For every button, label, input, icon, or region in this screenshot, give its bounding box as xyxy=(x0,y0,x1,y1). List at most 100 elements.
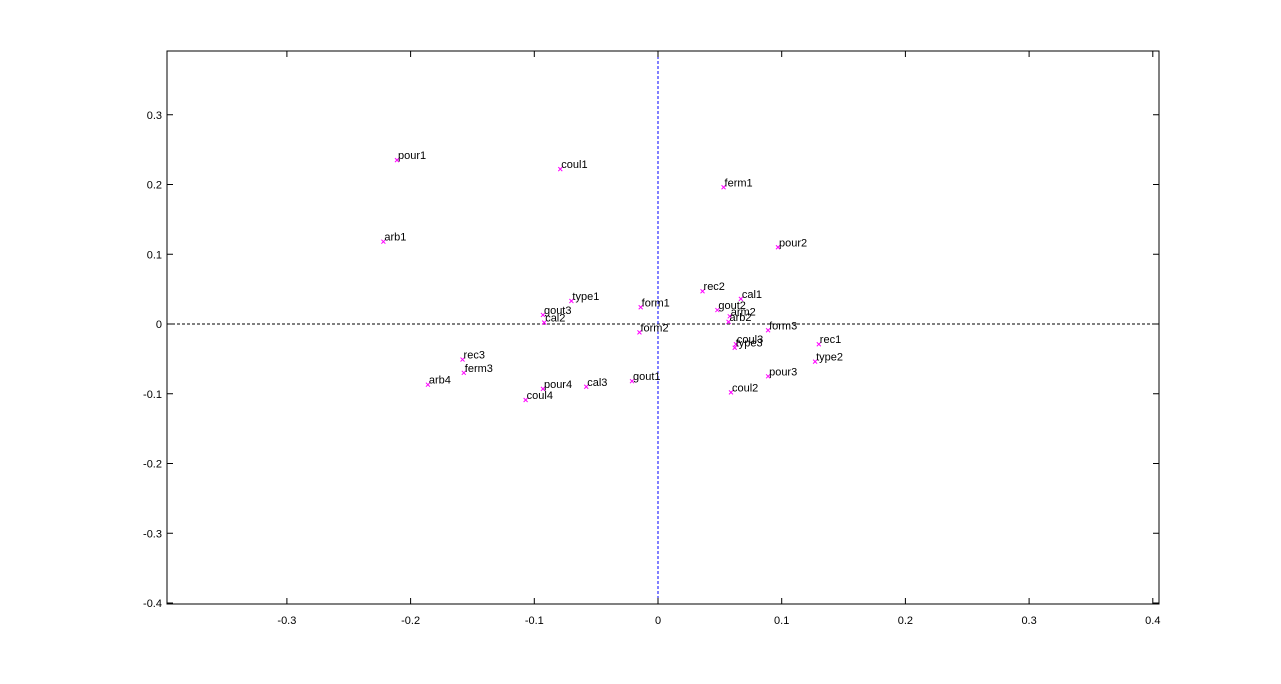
y-tick-label: -0.1 xyxy=(143,389,162,401)
point-label: pour1 xyxy=(398,150,426,162)
point-marker xyxy=(557,166,563,172)
point-marker xyxy=(733,341,739,347)
x-axis-ticks: -0.3 -0.2 -0.1 0 0.1 0.2 0.3 0.4 xyxy=(277,51,1160,627)
data-point: gout2 xyxy=(715,300,746,313)
y-tick-label: 0.3 xyxy=(147,110,162,122)
x-tick-label: 0.2 xyxy=(898,615,913,627)
data-point: form3 xyxy=(765,320,797,333)
data-point: coul1 xyxy=(557,159,588,172)
data-point: type3 xyxy=(732,338,763,351)
point-marker xyxy=(629,378,635,384)
point-marker xyxy=(738,296,744,302)
point-label: type2 xyxy=(816,352,843,364)
x-tick-label: -0.2 xyxy=(401,615,420,627)
point-marker xyxy=(700,288,705,294)
point-label: form2 xyxy=(640,322,668,334)
x-tick-label: 0.1 xyxy=(774,615,789,627)
point-label: form1 xyxy=(642,297,670,309)
data-point: rec2 xyxy=(700,281,725,294)
data-point: arb1 xyxy=(381,232,406,245)
point-label: coul1 xyxy=(561,159,587,171)
point-label: coul2 xyxy=(732,382,758,394)
data-point: cal1 xyxy=(738,289,762,302)
y-tick-label: 0.1 xyxy=(147,249,162,261)
point-marker xyxy=(728,390,734,395)
point-label: arb1 xyxy=(384,232,406,244)
point-marker xyxy=(812,359,818,365)
y-tick-label: 0.2 xyxy=(147,180,162,192)
data-point: coul2 xyxy=(728,382,758,395)
data-point: arb2 xyxy=(726,312,752,325)
point-label: coul4 xyxy=(527,390,553,402)
y-tick-label: -0.2 xyxy=(143,459,162,471)
data-point: gout3 xyxy=(540,305,572,318)
data-point: cal2 xyxy=(541,313,565,325)
point-marker xyxy=(638,304,644,310)
axes-frame xyxy=(166,50,1160,605)
point-marker xyxy=(523,397,528,403)
x-tick-label: 0.4 xyxy=(1145,615,1160,627)
data-point: pour1 xyxy=(394,150,426,163)
point-label: ferm1 xyxy=(725,177,753,189)
data-point: form1 xyxy=(638,297,670,310)
point-label: cal3 xyxy=(587,377,607,389)
point-marker xyxy=(816,341,822,347)
point-label: type3 xyxy=(736,338,763,350)
point-label: gout1 xyxy=(633,371,661,383)
data-point: coul3 xyxy=(733,334,763,347)
point-label: form3 xyxy=(769,320,797,332)
data-point: pour2 xyxy=(775,237,807,250)
x-tick-label: 0 xyxy=(655,615,661,627)
data-point: type1 xyxy=(569,291,599,304)
data-point: rec1 xyxy=(816,334,841,347)
point-marker xyxy=(460,357,465,362)
point-label: rec3 xyxy=(464,350,485,362)
point-marker xyxy=(461,370,467,376)
data-point: coul4 xyxy=(523,390,553,403)
point-label: arb2 xyxy=(730,312,752,324)
point-label: rec2 xyxy=(704,281,725,293)
data-point: rec3 xyxy=(460,350,485,362)
point-label: type1 xyxy=(572,291,599,303)
point-marker xyxy=(540,386,546,392)
y-axis-ticks: -0.4 -0.3 -0.2 -0.1 0 0.1 0.2 0.3 xyxy=(143,110,1159,610)
point-label: pour4 xyxy=(544,379,572,391)
point-marker xyxy=(726,319,731,325)
point-label: pour3 xyxy=(769,366,797,378)
point-marker xyxy=(381,239,386,245)
data-points: pour1 coul1 ferm1 arb1 pour2 rec2 cal1 type1 for… xyxy=(381,150,843,403)
data-point: pour3 xyxy=(765,366,797,379)
x-tick-label: -0.3 xyxy=(277,615,296,627)
x-tick-label: 0.3 xyxy=(1021,615,1036,627)
x-tick-label: -0.1 xyxy=(525,615,544,627)
data-point: type2 xyxy=(812,352,843,365)
point-marker xyxy=(425,382,431,388)
point-label: cal2 xyxy=(545,313,565,325)
y-tick-label: -0.3 xyxy=(143,528,162,540)
point-marker xyxy=(583,384,589,390)
data-point: ferm3 xyxy=(461,363,493,376)
data-point: ferm1 xyxy=(721,177,753,190)
point-marker xyxy=(775,244,781,250)
point-marker xyxy=(637,330,642,335)
point-marker xyxy=(727,313,733,319)
point-label: arb4 xyxy=(429,375,451,387)
point-label: ferm3 xyxy=(465,363,493,375)
point-marker xyxy=(541,320,547,325)
point-label: gout3 xyxy=(544,305,572,317)
data-point: arm2 xyxy=(727,306,756,319)
point-label: pour2 xyxy=(779,237,807,249)
point-label: arm2 xyxy=(731,306,756,318)
point-marker xyxy=(732,345,738,351)
point-label: coul3 xyxy=(737,334,763,346)
point-label: rec1 xyxy=(820,334,841,346)
data-point: form2 xyxy=(637,322,669,335)
point-marker xyxy=(765,373,771,379)
y-tick-label: 0 xyxy=(156,319,162,331)
data-point: arb4 xyxy=(425,375,451,388)
data-point: gout1 xyxy=(629,371,661,384)
point-marker xyxy=(540,312,546,318)
data-point: cal3 xyxy=(583,377,607,390)
data-point: pour4 xyxy=(540,379,572,392)
